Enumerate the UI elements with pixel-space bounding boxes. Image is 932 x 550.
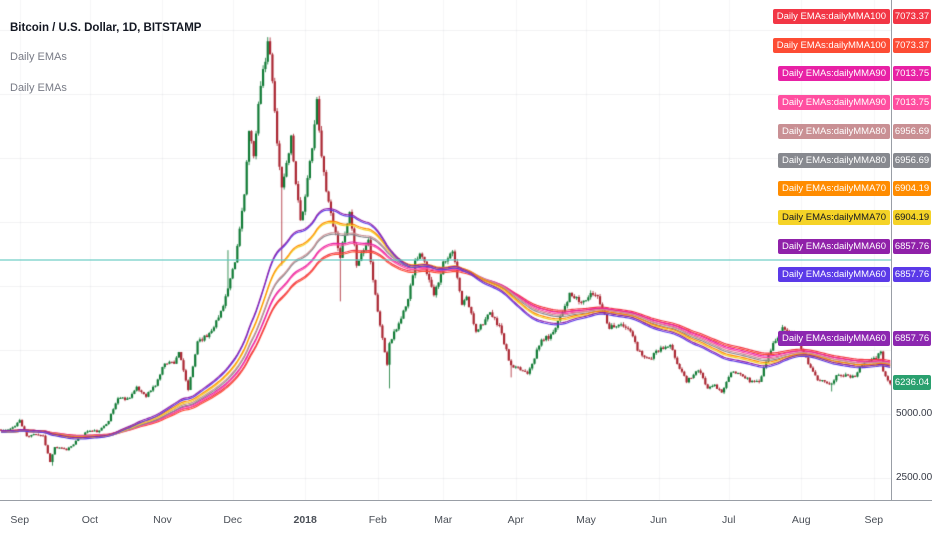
last-price-label: 6236.04 [893, 374, 931, 390]
indicator-label-tag: Daily EMAs:dailyMMA60 [778, 267, 890, 283]
indicator-price-box: 6904.19 [893, 181, 931, 197]
time-tick-label: Oct [81, 514, 99, 526]
indicator-price-box: 6904.19 [893, 209, 931, 225]
indicator-label-tag: Daily EMAs:dailyMMA100 [772, 37, 890, 53]
indicator-price-box: 6857.76 [893, 331, 931, 346]
indicator-price-label[interactable]: Daily EMAs:dailyMMA90 7013.75 [778, 66, 931, 82]
price-tick-label: 2500.00 [896, 471, 932, 483]
price-chart-canvas[interactable] [0, 0, 891, 500]
time-axis[interactable]: Sep Oct Nov Dec 2018 Feb Mar Apr May Jun Jul Aug Sep [0, 500, 932, 550]
indicator-label-tag: Daily EMAs:dailyMMA60 [778, 238, 890, 254]
indicator-price-label[interactable]: Daily EMAs:dailyMMA60 6857.76 [778, 238, 931, 254]
indicator-price-box: 7073.37 [893, 9, 931, 24]
indicator-price-label[interactable]: Daily EMAs:dailyMMA90 7013.75 [778, 95, 931, 111]
indicator-label-tag: Daily EMAs:dailyMMA80 [778, 123, 890, 139]
indicator-price-label[interactable]: Daily EMAs:dailyMMA80 6956.69 [778, 123, 931, 139]
price-tick-label: 5000.00 [896, 407, 932, 419]
indicator-price-label[interactable]: Daily EMAs:dailyMMA70 6904.19 [778, 181, 931, 197]
time-tick-label: Nov [153, 514, 172, 526]
indicator-label-tag: Daily EMAs:dailyMMA90 [778, 95, 890, 111]
indicator-price-box: 6956.69 [893, 123, 931, 139]
indicator-legend-item[interactable]: Daily EMAs [10, 82, 67, 94]
time-tick-label: Sep [10, 514, 30, 526]
horizontal-line-drawing[interactable] [0, 259, 891, 262]
indicator-price-box: 7013.75 [893, 66, 931, 82]
indicator-legend-item[interactable]: Daily EMAs [10, 51, 67, 63]
indicator-label-tag: Daily EMAs:dailyMMA70 [778, 181, 890, 197]
price-label-stack: Daily EMAs:dailyMMA100 7073.37 Daily EMAs:… [692, 0, 932, 500]
time-tick-label: Apr [507, 514, 524, 526]
time-tick-label: Jul [722, 514, 736, 526]
indicator-label-tag: Daily EMAs:dailyMMA70 [778, 209, 890, 225]
time-tick-label: 2018 [293, 514, 317, 526]
indicator-label-tag: Daily EMAs:dailyMMA90 [778, 66, 890, 82]
indicator-label-tag: Daily EMAs:dailyMMA80 [778, 152, 890, 168]
time-tick-label: Jun [650, 514, 667, 526]
time-tick-label: Aug [791, 514, 811, 526]
indicator-price-label[interactable]: Daily EMAs:dailyMMA60 6857.76 [778, 267, 931, 283]
indicator-price-box: 6956.69 [893, 152, 931, 168]
symbol-title[interactable]: Bitcoin / U.S. Dollar, 1D, BITSTAMP [10, 22, 202, 34]
indicator-price-box: 7073.37 [893, 37, 931, 53]
time-tick-label: May [576, 514, 596, 526]
indicator-price-label[interactable]: Daily EMAs:dailyMMA100 7073.37 [772, 9, 931, 24]
indicator-price-label[interactable]: Daily EMAs:dailyMMA60 6857.76 [778, 331, 931, 346]
indicator-price-label[interactable]: Daily EMAs:dailyMMA80 6956.69 [778, 152, 931, 168]
indicator-price-box: 6857.76 [893, 267, 931, 283]
chart-legend: Bitcoin / U.S. Dollar, 1D, BITSTAMP Dail… [10, 22, 201, 113]
indicator-price-label[interactable]: Daily EMAs:dailyMMA70 6904.19 [778, 209, 931, 225]
indicator-label-tag: Daily EMAs:dailyMMA60 [778, 331, 890, 346]
indicator-price-box: 7013.75 [893, 95, 931, 111]
time-tick-label: Dec [223, 514, 242, 526]
time-tick-label: Feb [368, 514, 387, 526]
indicator-label-tag: Daily EMAs:dailyMMA100 [772, 9, 890, 24]
indicator-price-label[interactable]: Daily EMAs:dailyMMA100 7073.37 [772, 37, 931, 53]
time-tick-label: Mar [434, 514, 453, 526]
time-tick-label: Sep [864, 514, 884, 526]
indicator-price-box: 6857.76 [893, 238, 931, 254]
